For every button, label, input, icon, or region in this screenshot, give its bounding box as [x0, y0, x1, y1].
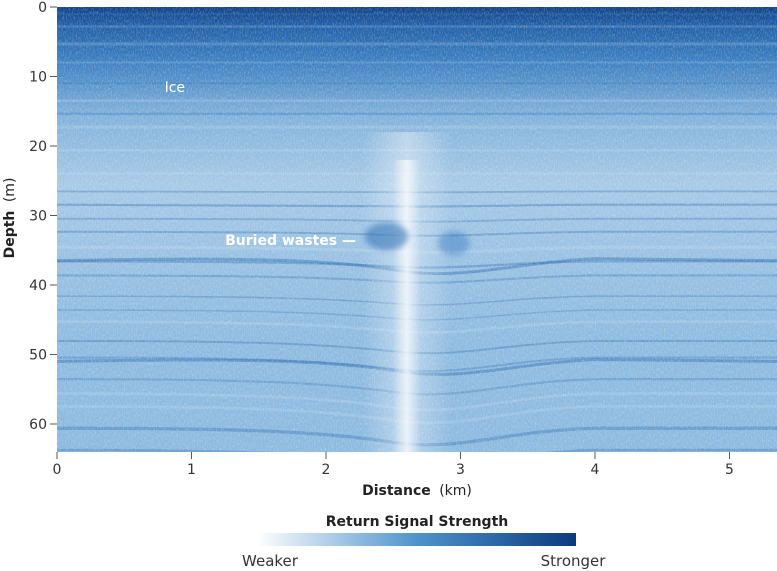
plot-area [57, 7, 777, 452]
y-axis-title: Depth (m) [2, 178, 18, 259]
x-tick-label: 5 [725, 462, 734, 478]
y-axis: 0 10 20 30 40 50 60 [29, 0, 57, 433]
y-tick-label: 20 [29, 139, 47, 155]
y-axis-title-unit: (m) [2, 178, 18, 203]
layer-band [57, 448, 777, 452]
x-axis-title-main: Distance [362, 483, 431, 499]
x-tick-label: 1 [187, 462, 196, 478]
buried-wastes-blob [364, 222, 409, 251]
y-tick-label: 40 [29, 278, 47, 294]
legend-high-label: Stronger [541, 552, 607, 570]
legend-color-bar [257, 533, 576, 546]
y-tick-label: 30 [29, 209, 47, 225]
annotations: Ice Buried wastes — [165, 80, 356, 249]
buried-wastes-label: Buried wastes — [225, 233, 356, 249]
y-tick-label: 10 [29, 70, 47, 86]
y-tick-label: 60 [29, 417, 47, 433]
vertical-disturbance [361, 132, 470, 452]
x-tick-label: 2 [322, 462, 331, 478]
x-axis: 0 1 2 3 4 5 [53, 452, 734, 478]
x-tick-label: 0 [53, 462, 62, 478]
x-tick-label: 4 [591, 462, 600, 478]
legend-title: Return Signal Strength [326, 514, 509, 530]
y-axis-title-main: Depth [2, 211, 18, 259]
x-axis-title: Distance (km) [362, 483, 472, 499]
legend-low-label: Weaker [242, 552, 299, 570]
disturbance-core [392, 159, 421, 452]
y-tick-label: 50 [29, 348, 47, 364]
x-axis-title-unit: (km) [439, 483, 472, 499]
x-tick-label: 3 [456, 462, 465, 478]
reflection-blob [437, 231, 470, 256]
ice-label: Ice [165, 80, 185, 96]
color-legend: Return Signal Strength Weaker Stronger [242, 514, 606, 570]
svg-text:Depth (m): Depth (m) [2, 178, 18, 259]
y-tick-label: 0 [38, 0, 47, 16]
svg-text:Distance (km): Distance (km) [362, 483, 472, 499]
